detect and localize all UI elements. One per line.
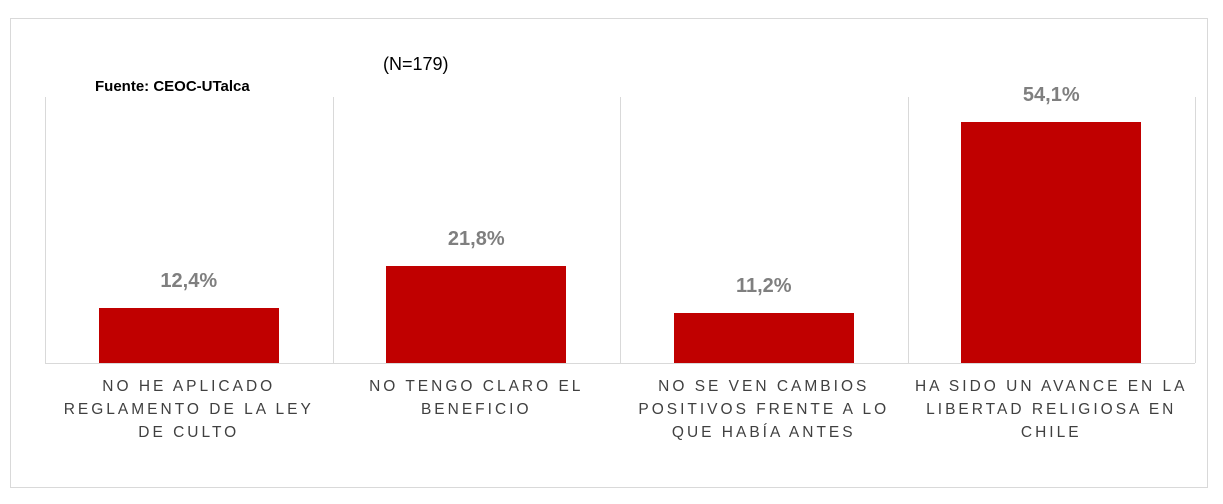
category-divider [907,97,909,363]
annotation: Fuente: CEOC-UTalca [95,78,250,95]
annotation: (N=179) [383,54,449,74]
data-label: 21,8% [447,227,505,250]
bar [98,307,279,363]
data-label: 12,4% [160,269,218,292]
chart-frame [10,18,1208,488]
baseline [45,363,1195,364]
data-label: 11,2% [735,275,792,298]
category-divider [620,97,621,363]
x-tick-label: HA SIDO UN AVANCE EN LA LIBERTAD RELIGIO… [914,378,1188,441]
bar [961,122,1142,363]
x-tick-label: NO TENGO CLARO EL BENEFICIO [369,378,584,418]
x-tick-label: NO SE VEN CAMBIOS POSITIVOS FRENTE A LO … [638,378,890,441]
category-divider [45,97,46,363]
category-divider [1195,97,1196,363]
bar [673,313,854,363]
category-divider [332,97,334,363]
bar [386,265,567,363]
data-label: 54,1% [1022,84,1080,106]
x-tick-label: NO HE APLICADO REGLAMENTO DE LA LEY DE C… [63,378,314,441]
